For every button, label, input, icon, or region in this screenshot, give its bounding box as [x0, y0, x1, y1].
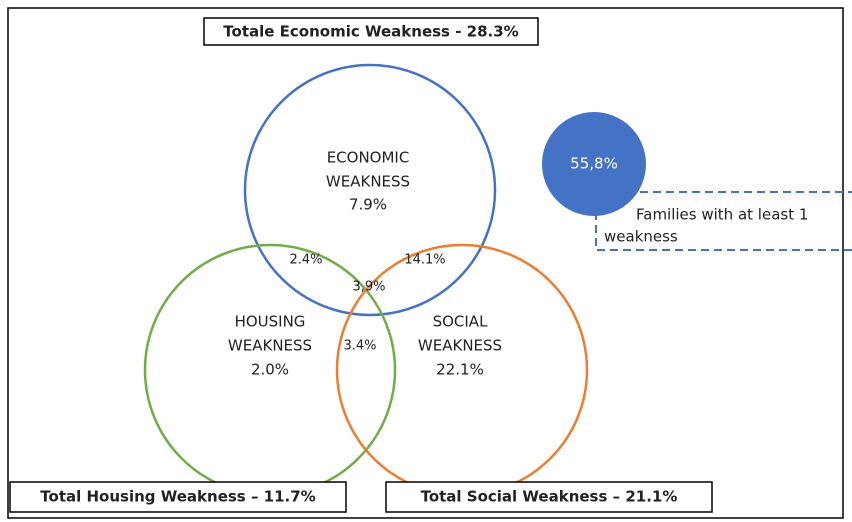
total-social: Total Social Weakness – 21.1% [421, 488, 678, 506]
frame [7, 7, 844, 519]
summary-caption: Families with at least 1 [636, 206, 808, 224]
summary-caption: weakness [604, 228, 678, 246]
total-economic: Totale Economic Weakness - 28.3% [223, 23, 518, 41]
summary-value: 55,8% [570, 155, 618, 173]
total-box [385, 481, 713, 513]
total-box [203, 17, 539, 46]
set-label: SOCIAL [433, 313, 488, 331]
summary-circle [542, 112, 646, 216]
set-value: 7.9% [349, 196, 387, 214]
total-box [9, 481, 347, 513]
total-housing: Total Housing Weakness – 11.7% [40, 488, 315, 506]
intersection-value: 14.1% [404, 253, 445, 268]
set-label: HOUSING [235, 313, 306, 331]
callout-border [595, 191, 852, 251]
set-value: 2.0% [251, 361, 289, 379]
set-value: 22.1% [436, 361, 484, 379]
economic-circle [243, 63, 497, 317]
intersection-value: 3.4% [343, 339, 376, 354]
set-label: WEAKNESS [228, 337, 312, 355]
set-label: WEAKNESS [418, 337, 502, 355]
set-label: WEAKNESS [326, 173, 410, 191]
set-label: ECONOMIC [327, 149, 410, 167]
intersection-value: 3,9% [352, 280, 385, 295]
intersection-value: 2.4% [289, 253, 322, 268]
